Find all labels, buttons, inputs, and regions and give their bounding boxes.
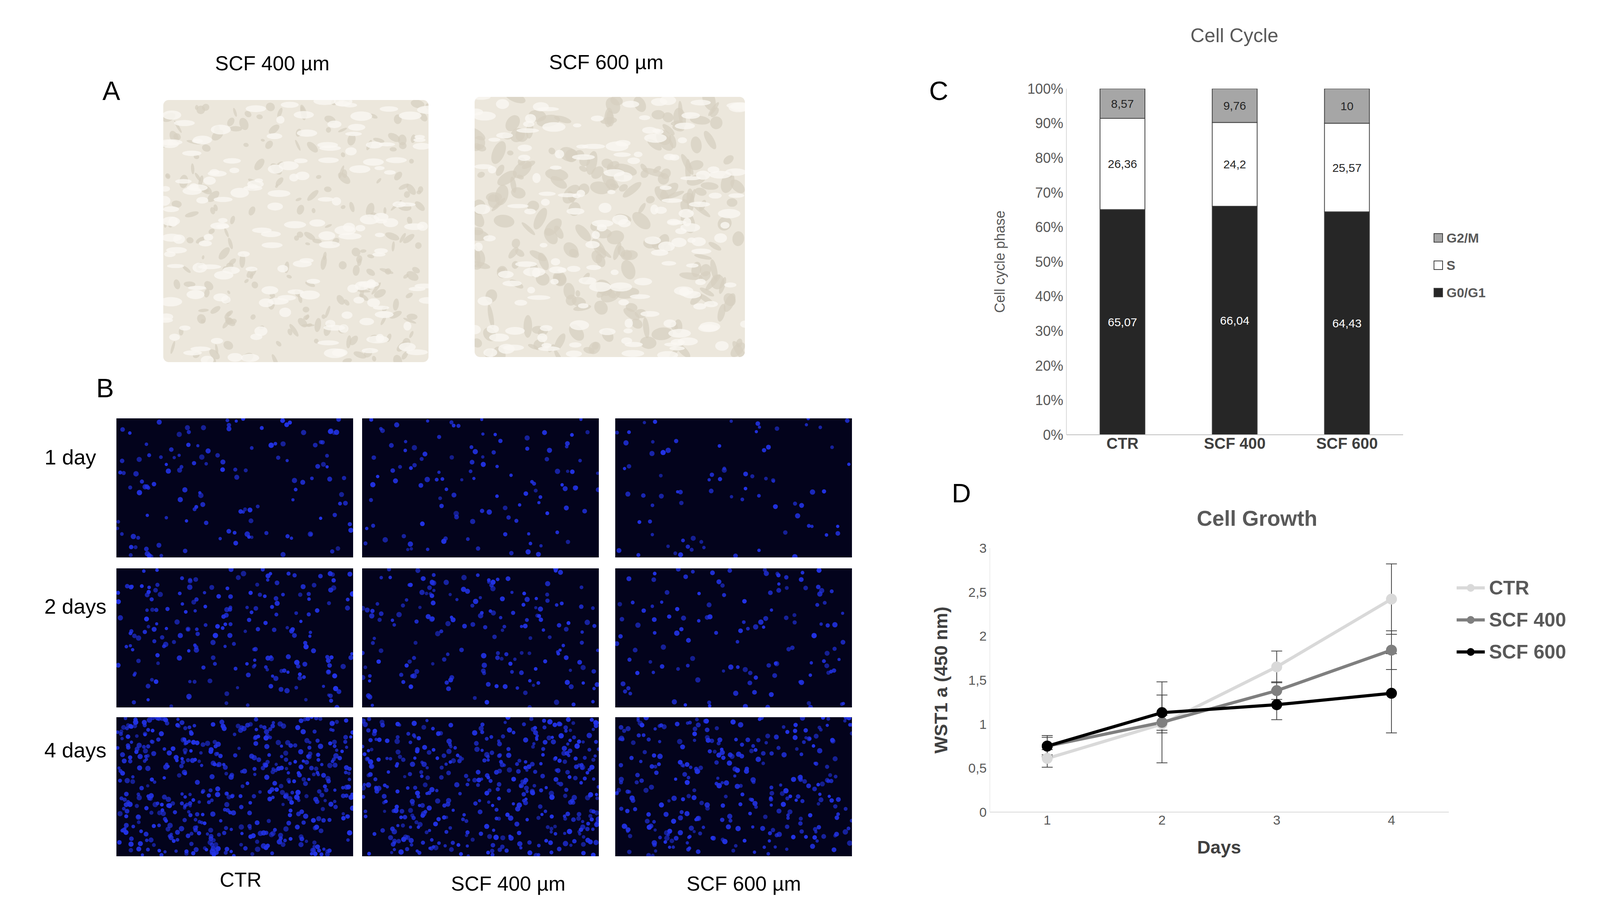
svg-text:66,04: 66,04 xyxy=(1219,314,1250,327)
svg-text:1,5: 1,5 xyxy=(968,672,987,688)
svg-text:3: 3 xyxy=(1273,812,1281,828)
svg-text:0: 0 xyxy=(979,804,987,820)
svg-text:65,07: 65,07 xyxy=(1107,315,1138,329)
html-text:1 day: 1 day xyxy=(44,445,97,469)
svg-text:70%: 70% xyxy=(1035,184,1064,201)
svg-text:2,5: 2,5 xyxy=(968,584,987,600)
svg-text:9,76: 9,76 xyxy=(1223,99,1247,113)
html-text:SCF 600 µm: SCF 600 µm xyxy=(549,50,664,74)
svg-text:2: 2 xyxy=(1158,812,1166,828)
svg-text:1: 1 xyxy=(979,716,987,732)
html-text:C: C xyxy=(929,75,949,106)
svg-text:8,57: 8,57 xyxy=(1110,97,1134,111)
svg-text:50%: 50% xyxy=(1035,253,1064,270)
html-text:4 days: 4 days xyxy=(44,738,107,762)
svg-text:4: 4 xyxy=(1387,812,1396,828)
svg-text:20%: 20% xyxy=(1035,357,1064,374)
html-text:G2/M: G2/M xyxy=(1446,230,1479,246)
svg-text:SCF 400: SCF 400 xyxy=(1203,434,1266,452)
html-text:CTR: CTR xyxy=(219,868,262,892)
svg-text:2: 2 xyxy=(979,628,987,644)
svg-text:SCF 600: SCF 600 xyxy=(1316,434,1378,452)
svg-text:24,2: 24,2 xyxy=(1223,157,1247,171)
html-text:SCF 400 µm: SCF 400 µm xyxy=(215,51,330,75)
svg-text:1: 1 xyxy=(1043,812,1051,828)
svg-text:40%: 40% xyxy=(1035,288,1064,305)
svg-text:25,57: 25,57 xyxy=(1332,161,1362,175)
html-text:B: B xyxy=(96,373,114,403)
html-text:D: D xyxy=(951,478,971,508)
html-text:S: S xyxy=(1446,257,1456,273)
html-text:Cell cycle phase: Cell cycle phase xyxy=(991,210,1008,313)
svg-text:60%: 60% xyxy=(1035,219,1064,236)
html-text:SCF 400 µm: SCF 400 µm xyxy=(450,872,566,895)
svg-text:64,43: 64,43 xyxy=(1332,316,1362,330)
html-text:SCF 400: SCF 400 xyxy=(1489,608,1567,631)
svg-text:CTR: CTR xyxy=(1106,434,1139,452)
html-text:WST1 a (450 nm): WST1 a (450 nm) xyxy=(930,606,951,754)
svg-text:10: 10 xyxy=(1340,99,1354,113)
html-text:Cell Growth: Cell Growth xyxy=(1196,506,1318,531)
svg-text:30%: 30% xyxy=(1035,323,1064,340)
svg-text:0,5: 0,5 xyxy=(968,760,987,776)
svg-text:3: 3 xyxy=(979,540,987,556)
svg-text:26,36: 26,36 xyxy=(1107,157,1138,171)
html-text:SCF 600 µm: SCF 600 µm xyxy=(686,872,801,895)
svg-text:100%: 100% xyxy=(1027,80,1064,97)
svg-text:10%: 10% xyxy=(1035,392,1064,409)
html-text:Days: Days xyxy=(1197,836,1242,858)
html-text:G0/G1: G0/G1 xyxy=(1446,285,1486,300)
svg-text:0%: 0% xyxy=(1042,426,1064,443)
html-text:Cell Cycle: Cell Cycle xyxy=(1190,24,1279,47)
html-text:2 days: 2 days xyxy=(44,594,107,618)
html-text:A: A xyxy=(102,75,121,106)
svg-text:80%: 80% xyxy=(1035,150,1064,167)
svg-text:90%: 90% xyxy=(1035,115,1064,132)
html-text:CTR: CTR xyxy=(1489,576,1530,599)
html-text:SCF 600: SCF 600 xyxy=(1489,641,1567,663)
